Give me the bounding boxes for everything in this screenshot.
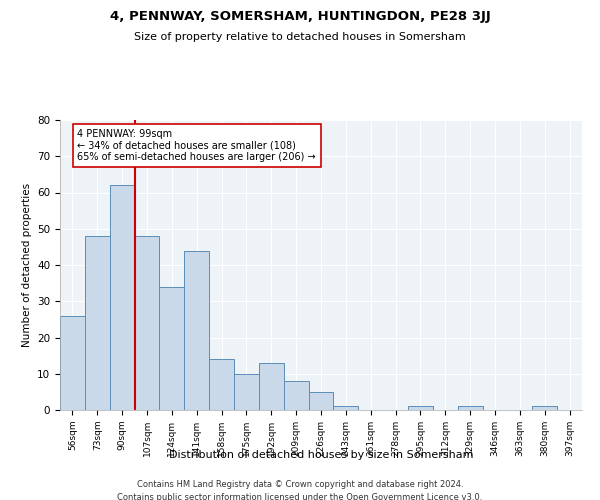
Text: Distribution of detached houses by size in Somersham: Distribution of detached houses by size … — [169, 450, 473, 460]
Bar — [532, 406, 557, 410]
Bar — [85, 236, 110, 410]
Bar — [134, 236, 160, 410]
Bar — [234, 374, 259, 410]
Bar — [408, 406, 433, 410]
Bar — [334, 406, 358, 410]
Text: 4, PENNWAY, SOMERSHAM, HUNTINGDON, PE28 3JJ: 4, PENNWAY, SOMERSHAM, HUNTINGDON, PE28 … — [110, 10, 490, 23]
Bar — [259, 363, 284, 410]
Bar — [458, 406, 482, 410]
Text: Size of property relative to detached houses in Somersham: Size of property relative to detached ho… — [134, 32, 466, 42]
Bar — [209, 359, 234, 410]
Bar — [308, 392, 334, 410]
Text: Contains HM Land Registry data © Crown copyright and database right 2024.: Contains HM Land Registry data © Crown c… — [137, 480, 463, 489]
Bar — [284, 381, 308, 410]
Bar — [184, 250, 209, 410]
Text: 4 PENNWAY: 99sqm
← 34% of detached houses are smaller (108)
65% of semi-detached: 4 PENNWAY: 99sqm ← 34% of detached house… — [77, 129, 316, 162]
Y-axis label: Number of detached properties: Number of detached properties — [22, 183, 32, 347]
Bar — [160, 287, 184, 410]
Bar — [60, 316, 85, 410]
Bar — [110, 185, 134, 410]
Text: Contains public sector information licensed under the Open Government Licence v3: Contains public sector information licen… — [118, 492, 482, 500]
